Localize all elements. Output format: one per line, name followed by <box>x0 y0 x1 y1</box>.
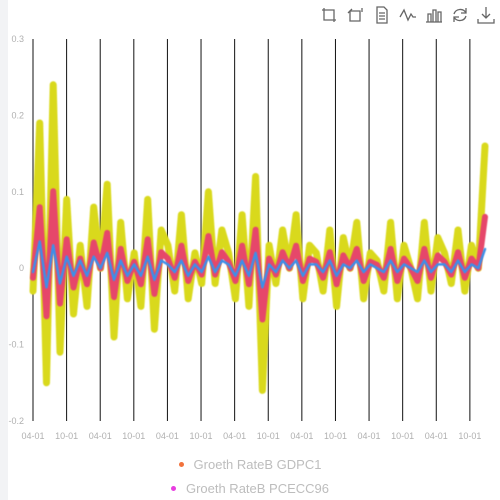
x-tick-label: 04-01 <box>425 431 448 441</box>
x-tick-label: 04-01 <box>156 431 179 441</box>
y-tick-label: 0.2 <box>11 110 24 120</box>
legend-label: Groeth RateB GDPC1 <box>193 456 322 472</box>
x-tick-label: 10-01 <box>55 431 78 441</box>
zoom-reset-icon[interactable] <box>346 5 366 25</box>
legend-item[interactable]: Groeth RateB PCECC96 <box>0 476 500 500</box>
zoom-area-icon[interactable] <box>320 5 340 25</box>
x-tick-label: 10-01 <box>324 431 347 441</box>
legend-marker-icon <box>170 485 176 491</box>
legend-marker-icon <box>178 461 184 467</box>
y-tick-label: 0 <box>19 263 24 273</box>
x-tick-label: 10-01 <box>190 431 213 441</box>
y-tick-label: -0.2 <box>8 416 24 426</box>
line-chart: -0.2 -0.1 0 0.1 0.2 0.3 04-01 10-01 04-01 10-01 0… <box>8 34 489 441</box>
x-tick-label: 10-01 <box>122 431 145 441</box>
chart-toolbox <box>320 5 496 25</box>
series-line-pcecc96 <box>31 240 487 289</box>
x-tick-label: 10-01 <box>391 431 414 441</box>
restore-icon[interactable] <box>450 5 470 25</box>
legend-item[interactable]: Groeth RateB GDPC1 <box>0 452 500 476</box>
left-panel-strip <box>0 0 8 500</box>
x-tick-label: 04-01 <box>290 431 313 441</box>
bar-chart-icon[interactable] <box>424 5 444 25</box>
x-tick-label: 04-01 <box>21 431 44 441</box>
save-image-icon[interactable] <box>476 5 496 25</box>
y-tick-label: 0.1 <box>11 187 24 197</box>
x-tick-label: 04-01 <box>223 431 246 441</box>
x-tick-label: 10-01 <box>257 431 280 441</box>
x-tick-label: 10-01 <box>458 431 481 441</box>
chart-legend: Groeth RateB GDPC1 Groeth RateB PCECC96 <box>0 452 500 500</box>
y-tick-label: -0.1 <box>8 340 24 350</box>
x-tick-label: 04-01 <box>358 431 381 441</box>
x-tick-label: 04-01 <box>89 431 112 441</box>
y-tick-label: 0.3 <box>11 34 24 44</box>
line-chart-icon[interactable] <box>398 5 418 25</box>
data-view-icon[interactable] <box>372 5 392 25</box>
legend-label: Groeth RateB PCECC96 <box>185 480 330 496</box>
